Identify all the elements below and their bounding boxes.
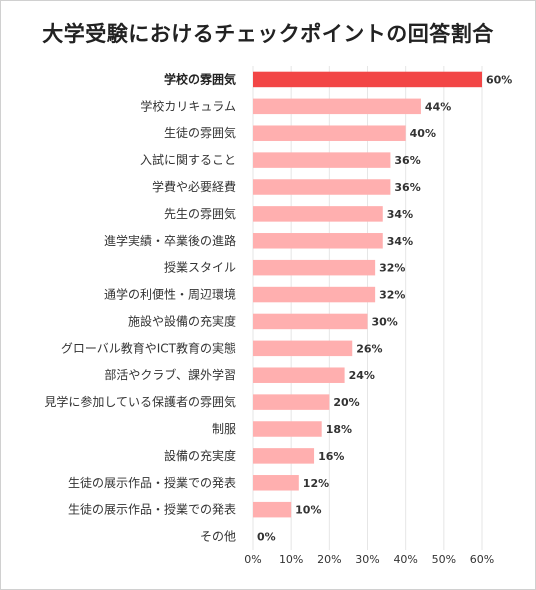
bar [253,286,376,303]
category-label: 通学の利便性・周辺環境 [104,287,236,302]
category-label: グローバル教育やICT教育の実態 [61,340,236,355]
chart-title: 大学受験におけるチェックポイントの回答割合 [42,22,494,46]
value-label: 24% [349,369,375,382]
bar [253,421,322,437]
category-label: 生徒の雰囲気 [164,125,236,140]
value-label: 40% [410,127,436,140]
value-label: 32% [379,289,405,302]
value-label: 0% [257,531,276,544]
category-label: その他 [200,530,236,544]
bar [253,259,376,276]
bar [253,313,368,330]
category-label: 部活やクラブ、課外学習 [104,367,236,382]
bar [253,501,292,518]
bar [253,233,383,249]
category-label: 生徒の展示作品・授業での発表 [68,502,236,517]
bar [253,125,406,141]
value-label: 60% [486,73,512,86]
category-label: 進学実績・卒業後の進路 [104,233,236,248]
bar [253,394,330,410]
bar [253,71,482,88]
category-label: 学校の雰囲気 [164,71,236,86]
x-tick-label: 40% [393,553,417,566]
category-label: 先生の雰囲気 [164,206,236,221]
bar [253,179,391,195]
value-label: 32% [379,262,405,275]
x-tick-label: 0% [244,553,261,566]
value-label: 36% [394,154,420,167]
x-tick-label: 30% [355,553,379,566]
value-label: 16% [318,450,344,463]
x-tick-label: 60% [470,553,494,566]
value-label: 44% [425,100,451,113]
bar [253,475,299,491]
x-tick-label: 20% [317,553,341,566]
value-label: 36% [394,181,420,194]
category-label: 学校カリキュラム [140,98,236,113]
category-label: 生徒の展示作品・授業での発表 [68,475,236,490]
value-label: 20% [333,396,359,409]
category-label: 設備の充実度 [164,448,236,463]
bar [253,340,353,357]
value-label: 12% [303,477,329,490]
x-tick-labels: 0% 10% 20% 30% 40% 50% 60% [244,553,494,566]
category-label: 入試に関すること [140,152,236,167]
value-label: 34% [387,208,413,221]
x-tick-label: 10% [279,553,303,566]
category-label: 授業スタイル [164,260,236,275]
bar [253,206,383,222]
bar [253,152,391,168]
value-label: 34% [387,235,413,248]
x-tick-label: 50% [432,553,456,566]
bars [253,71,482,518]
category-label: 学費や必要経費 [152,179,236,194]
category-label: 制服 [212,422,236,436]
bar [253,367,345,383]
value-label: 26% [356,342,382,355]
value-label: 18% [326,423,352,436]
bar [253,98,421,115]
value-labels: 60% 44% 40% 36% 36% 34% 34% 32% 32% 30% 26% 24% 20% 1… [257,73,512,543]
category-labels: 学校の雰囲気学校カリキュラム生徒の雰囲気入試に関すること学費や必要経費先生の雰囲… [44,71,236,543]
category-label: 施設や設備の充実度 [128,313,236,328]
value-label: 30% [372,315,398,328]
category-label: 見学に参加している保護者の雰囲気 [44,394,236,409]
value-label: 10% [295,504,321,517]
bar [253,448,315,464]
grid-lines [252,66,483,550]
